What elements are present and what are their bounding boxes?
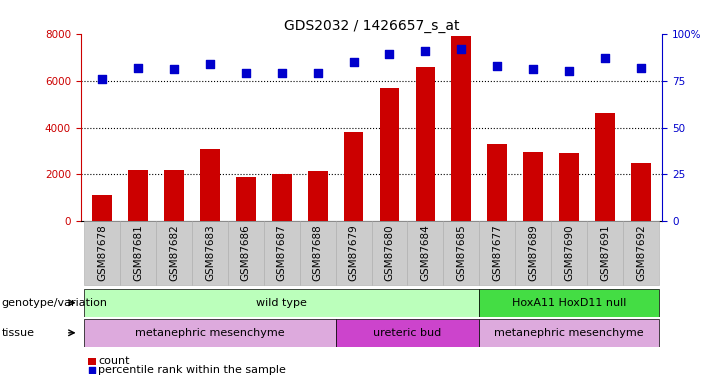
Text: GSM87690: GSM87690 [564, 224, 574, 281]
Text: GSM87685: GSM87685 [456, 224, 466, 281]
Point [240, 70, 252, 76]
Point [312, 70, 323, 76]
Text: percentile rank within the sample: percentile rank within the sample [98, 365, 286, 375]
Point [86, 367, 97, 373]
Point [528, 66, 539, 72]
Text: GSM87682: GSM87682 [169, 224, 179, 281]
Bar [487, 144, 507, 221]
Point [384, 51, 395, 57]
Bar [272, 174, 292, 221]
Text: GSM87687: GSM87687 [277, 224, 287, 281]
Bar [264, 221, 300, 285]
Text: tissue: tissue [1, 328, 34, 338]
Point [276, 70, 287, 76]
Text: ureteric bud: ureteric bud [374, 328, 442, 338]
Point [564, 68, 575, 74]
Bar [308, 171, 327, 221]
Bar [120, 221, 156, 285]
Text: genotype/variation: genotype/variation [1, 298, 107, 308]
Bar [200, 148, 220, 221]
Bar [623, 221, 659, 285]
Point [132, 64, 144, 70]
Bar [228, 221, 264, 285]
Text: GSM87683: GSM87683 [205, 224, 215, 281]
Bar [192, 221, 228, 285]
Text: GSM87681: GSM87681 [133, 224, 143, 281]
Bar [479, 319, 659, 347]
Point [599, 55, 611, 61]
Bar [93, 195, 112, 221]
Text: wild type: wild type [257, 298, 307, 308]
Text: metanephric mesenchyme: metanephric mesenchyme [494, 328, 644, 338]
Point [635, 64, 646, 70]
Text: GSM87680: GSM87680 [384, 224, 395, 281]
Bar [84, 319, 336, 347]
Bar [128, 170, 148, 221]
Bar [407, 221, 443, 285]
Point [348, 59, 359, 65]
Text: HoxA11 HoxD11 null: HoxA11 HoxD11 null [512, 298, 626, 308]
Point [97, 76, 108, 82]
Bar [336, 221, 372, 285]
Bar [587, 221, 623, 285]
Bar [595, 113, 615, 221]
Bar [372, 221, 407, 285]
Bar [416, 67, 435, 221]
Point [420, 48, 431, 54]
Text: GSM87679: GSM87679 [348, 224, 359, 281]
Text: GSM87689: GSM87689 [528, 224, 538, 281]
Bar [631, 163, 651, 221]
Bar [451, 36, 471, 221]
Title: GDS2032 / 1426657_s_at: GDS2032 / 1426657_s_at [284, 19, 459, 33]
Point [491, 63, 503, 69]
Bar [300, 221, 336, 285]
Bar [380, 88, 400, 221]
Bar [84, 221, 120, 285]
Bar [336, 319, 479, 347]
Bar [523, 152, 543, 221]
Text: count: count [98, 357, 130, 366]
Bar [156, 221, 192, 285]
Bar [84, 289, 479, 317]
Text: GSM87692: GSM87692 [636, 224, 646, 281]
Bar [551, 221, 587, 285]
Text: GSM87677: GSM87677 [492, 224, 502, 281]
Point [168, 66, 179, 72]
Bar [443, 221, 479, 285]
Text: GSM87691: GSM87691 [600, 224, 610, 281]
Point [456, 46, 467, 52]
Bar [559, 153, 579, 221]
Text: metanephric mesenchyme: metanephric mesenchyme [135, 328, 285, 338]
Bar [164, 170, 184, 221]
Text: GSM87686: GSM87686 [241, 224, 251, 281]
Point [204, 61, 215, 67]
Text: GSM87684: GSM87684 [421, 224, 430, 281]
Text: GSM87688: GSM87688 [313, 224, 322, 281]
Bar [343, 132, 363, 221]
Bar [515, 221, 551, 285]
Bar [479, 221, 515, 285]
Text: GSM87678: GSM87678 [97, 224, 107, 281]
Bar [236, 177, 256, 221]
Bar [479, 289, 659, 317]
